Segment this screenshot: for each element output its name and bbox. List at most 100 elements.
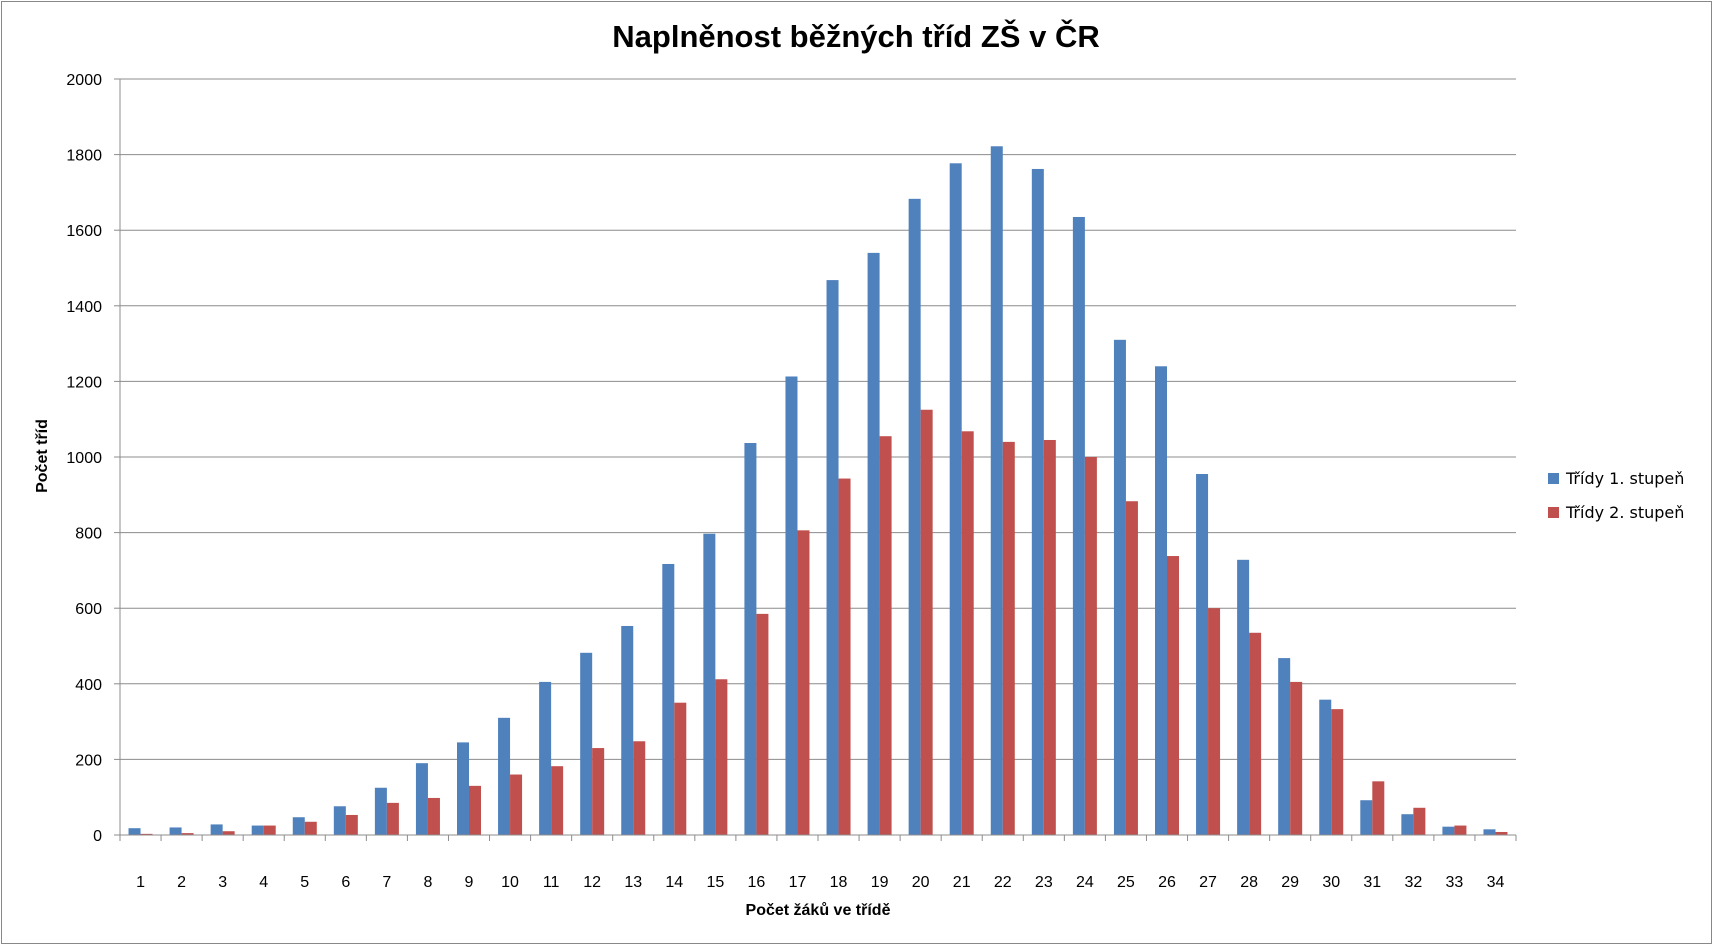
y-tick-label: 2000 <box>66 72 102 89</box>
bar-1-5 <box>292 817 305 835</box>
bar-1-23 <box>1031 168 1044 836</box>
x-tick-label: 10 <box>501 874 519 891</box>
bar-2-31 <box>1372 781 1385 835</box>
bar-1-11 <box>539 681 552 835</box>
y-tick-label: 0 <box>93 828 102 845</box>
bar-2-24 <box>1084 457 1097 835</box>
bar-1-33 <box>1442 826 1455 835</box>
bar-2-6 <box>345 814 358 835</box>
y-tick-label: 200 <box>75 752 102 769</box>
x-tick-label: 4 <box>259 874 268 891</box>
bar-1-19 <box>867 252 880 835</box>
x-tick-label: 15 <box>706 874 724 891</box>
bar-2-12 <box>592 748 605 835</box>
bar-1-6 <box>333 806 346 835</box>
bar-1-32 <box>1401 814 1414 835</box>
bar-1-13 <box>621 625 634 835</box>
gridlines <box>114 78 1516 836</box>
axes <box>119 79 1516 836</box>
bar-1-8 <box>415 763 428 835</box>
y-tick-label: 1000 <box>66 450 102 467</box>
y-tick-label: 1200 <box>66 374 102 391</box>
x-tick-label: 6 <box>341 874 350 891</box>
x-tick-label: 29 <box>1281 874 1299 891</box>
x-tick-label: 26 <box>1158 874 1176 891</box>
bar-1-31 <box>1360 800 1373 835</box>
x-tick-label: 25 <box>1117 874 1135 891</box>
bar-1-4 <box>251 825 264 835</box>
y-tick-label: 1800 <box>66 148 102 165</box>
bar-1-22 <box>990 146 1003 835</box>
bar-1-24 <box>1072 216 1085 836</box>
bar-2-15 <box>715 679 728 835</box>
bar-2-1 <box>140 833 153 835</box>
bar-2-3 <box>222 831 235 835</box>
bar-1-9 <box>457 742 469 835</box>
bar-2-34 <box>1495 831 1508 835</box>
x-tick-label: 18 <box>830 874 848 891</box>
bar-1-15 <box>703 533 716 835</box>
bar-1-3 <box>210 824 223 835</box>
bar-2-2 <box>181 833 194 835</box>
bar-1-2 <box>169 827 182 835</box>
bar-1-17 <box>785 376 798 835</box>
bar-2-16 <box>756 613 769 835</box>
bar-2-28 <box>1249 632 1262 835</box>
bar-1-7 <box>374 787 387 835</box>
x-tick-label: 17 <box>789 874 807 891</box>
y-tick-label: 800 <box>75 526 102 543</box>
x-tick-label: 8 <box>423 874 432 891</box>
bar-2-23 <box>1043 439 1056 835</box>
bar-1-21 <box>949 163 962 835</box>
bar-1-18 <box>826 280 839 835</box>
legend-swatch-2 <box>1548 507 1559 518</box>
x-tick-label: 31 <box>1363 874 1381 891</box>
bar-2-21 <box>961 431 974 835</box>
y-tick-label: 400 <box>75 677 102 694</box>
legend-label-1: Třídy 1. stupeň <box>1565 469 1684 488</box>
x-tick-label: 5 <box>300 874 309 891</box>
bar-2-17 <box>797 530 810 835</box>
x-tick-label: 28 <box>1240 874 1258 891</box>
x-axis-label: Počet žáků ve třídě <box>746 902 891 919</box>
bar-1-10 <box>498 717 511 835</box>
bar-2-13 <box>633 741 646 835</box>
legend: Třídy 1. stupeň Třídy 2. stupeň <box>1548 469 1684 522</box>
bar-1-20 <box>908 198 921 836</box>
bar-1-14 <box>662 563 675 835</box>
x-tick-label: 20 <box>912 874 930 891</box>
x-tick-label: 1 <box>136 874 145 891</box>
x-tick-label: 30 <box>1322 874 1340 891</box>
bar-2-27 <box>1208 608 1221 835</box>
bar-2-8 <box>427 797 440 835</box>
x-tick-label: 34 <box>1487 874 1505 891</box>
x-tick-label: 2 <box>177 874 186 891</box>
x-tick-label: 11 <box>543 874 560 891</box>
x-tick-label: 12 <box>583 874 601 891</box>
x-tick-labels: 1 2 3 4 5 6 7 8 9 10 11 12 13 14 15 16 17 18 19 20 21 22 23 24 2… <box>119 835 1517 891</box>
bar-2-11 <box>551 766 564 835</box>
x-tick-label: 33 <box>1446 874 1464 891</box>
x-tick-label: 23 <box>1035 874 1053 891</box>
bars <box>128 146 1508 836</box>
x-tick-label: 7 <box>382 874 391 891</box>
bar-2-22 <box>1002 441 1015 835</box>
bar-1-27 <box>1196 474 1209 835</box>
legend-label-2: Třídy 2. stupeň <box>1565 503 1684 522</box>
bar-2-9 <box>469 785 481 835</box>
bar-1-28 <box>1237 559 1250 835</box>
x-tick-label: 3 <box>218 874 227 891</box>
bar-1-25 <box>1113 339 1126 835</box>
x-tick-label: 21 <box>953 874 971 891</box>
bar-2-14 <box>674 702 687 835</box>
x-tick-label: 19 <box>871 874 889 891</box>
bar-1-34 <box>1483 829 1496 835</box>
y-tick-label: 1400 <box>66 299 102 316</box>
x-tick-label: 22 <box>994 874 1012 891</box>
bar-2-20 <box>920 409 933 835</box>
bar-2-32 <box>1413 807 1426 835</box>
x-tick-label: 13 <box>624 874 642 891</box>
y-axis-label: Počet tříd <box>34 419 51 493</box>
